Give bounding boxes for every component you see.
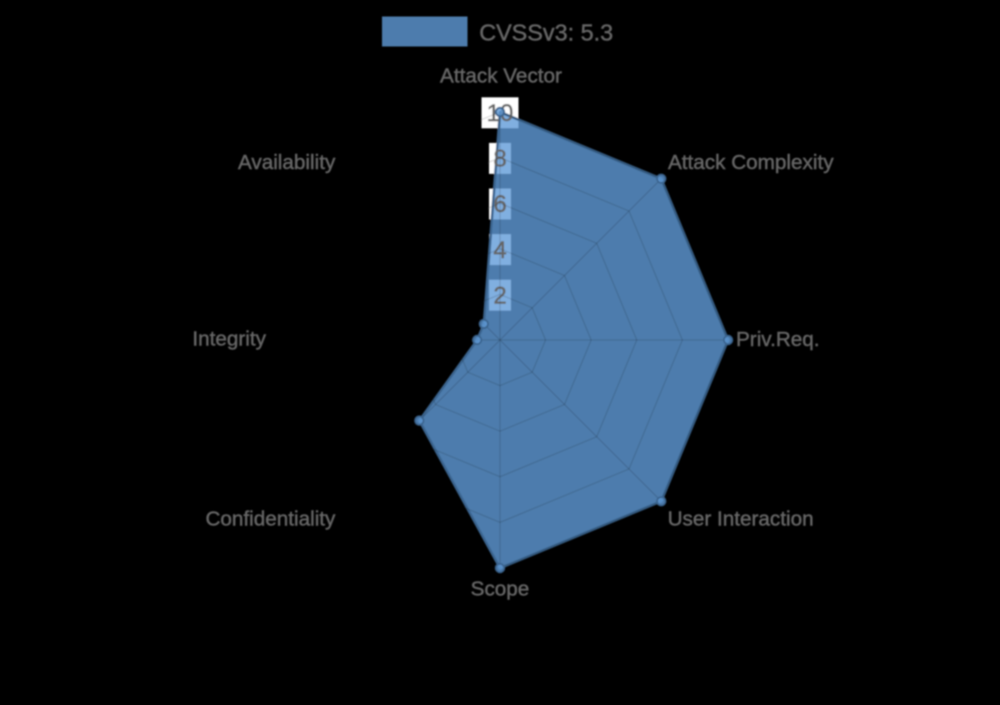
svg-text:Scope: Scope [471,578,530,601]
svg-text:Priv.Req.: Priv.Req. [736,328,820,351]
svg-text:Availability: Availability [238,151,336,174]
svg-text:CVSSv3: 5.3: CVSSv3: 5.3 [479,19,613,45]
svg-text:Attack Vector: Attack Vector [440,64,562,87]
svg-text:Confidentiality: Confidentiality [205,508,336,531]
svg-text:User Interaction: User Interaction [668,508,814,531]
svg-text:Attack Complexity: Attack Complexity [668,151,834,174]
svg-text:Integrity: Integrity [192,328,266,351]
